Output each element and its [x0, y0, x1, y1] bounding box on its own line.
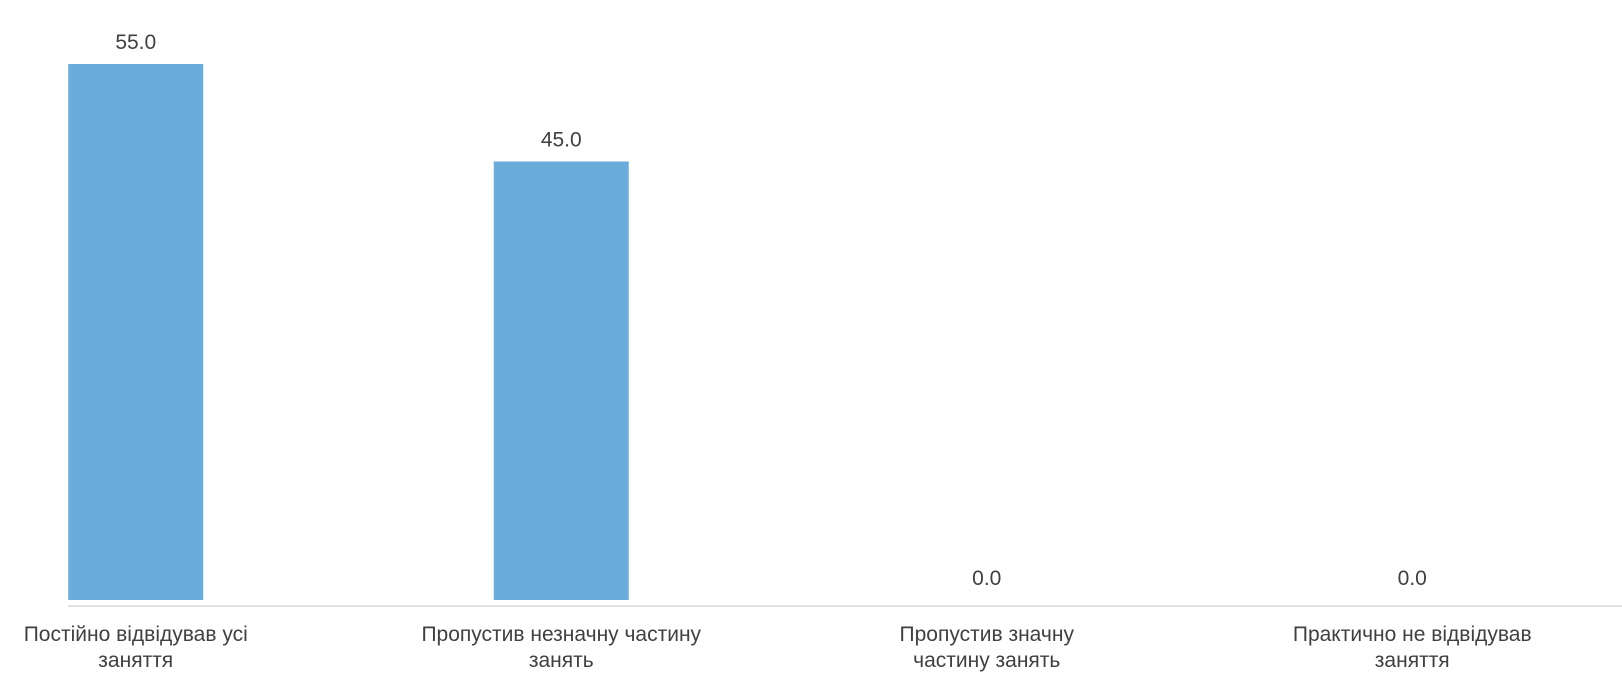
- category-labels-group: Постійно відвідував усі заняття Пропустив …: [24, 623, 1532, 672]
- value-labels-group: 55.0 45.0 0.0 0.0: [115, 31, 1427, 590]
- value-label-1: 55.0: [115, 31, 156, 54]
- category-label-1: Постійно відвідував усі заняття: [24, 623, 248, 672]
- bar-2: [493, 161, 629, 601]
- value-label-4: 0.0: [1398, 567, 1427, 590]
- category-label-2: Пропустив незначну частину занять: [421, 623, 701, 672]
- category-label-3: Пропустив значну частину занять: [900, 623, 1075, 672]
- value-label-2: 45.0: [541, 128, 582, 151]
- bar-1: [68, 64, 204, 600]
- value-label-3: 0.0: [972, 567, 1001, 590]
- category-label-4: Практично не відвідував заняття: [1293, 623, 1532, 672]
- bars-group: [68, 64, 629, 601]
